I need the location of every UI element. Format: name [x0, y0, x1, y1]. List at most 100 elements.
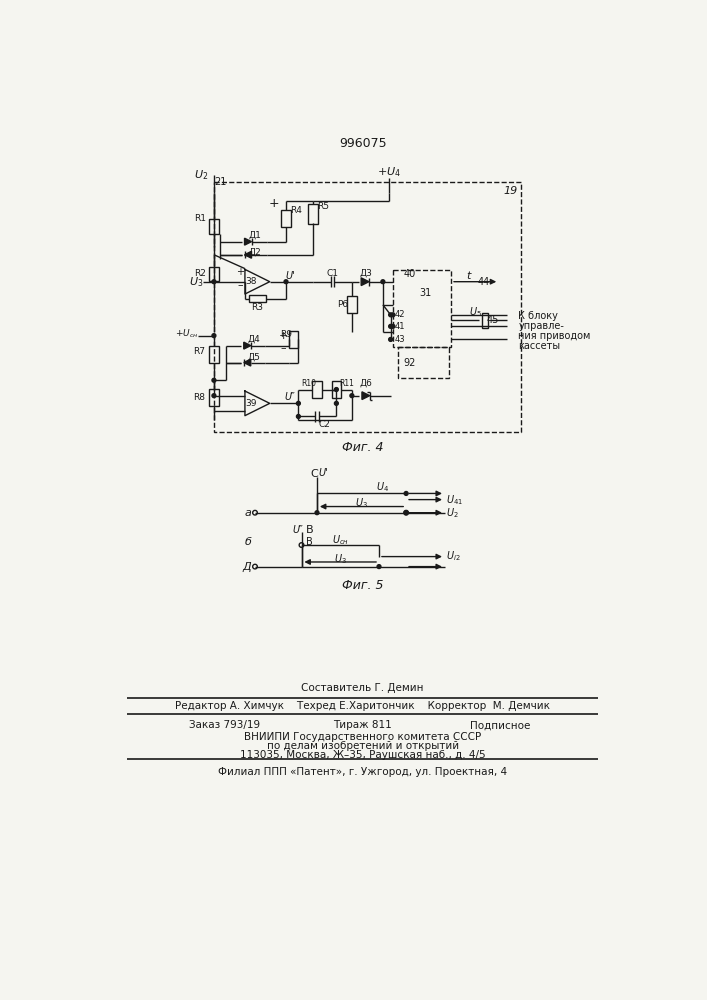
- Polygon shape: [362, 392, 370, 400]
- Bar: [209, 267, 218, 281]
- Bar: [209, 219, 218, 234]
- Circle shape: [212, 394, 216, 398]
- Text: $U_3$: $U_3$: [189, 275, 203, 289]
- Circle shape: [212, 378, 216, 382]
- Bar: [332, 381, 341, 398]
- Circle shape: [296, 415, 300, 418]
- Text: R9: R9: [280, 330, 292, 339]
- Text: –: –: [281, 343, 286, 353]
- Text: $U_5$: $U_5$: [469, 306, 482, 319]
- Text: б: б: [244, 537, 251, 547]
- Circle shape: [212, 280, 216, 284]
- Bar: [249, 295, 266, 302]
- Text: по делам изобретений и открытий: по делам изобретений и открытий: [267, 741, 459, 751]
- Circle shape: [381, 280, 385, 284]
- Polygon shape: [245, 238, 252, 245]
- Bar: [289, 331, 298, 348]
- Text: R7: R7: [192, 347, 204, 356]
- Text: U': U': [285, 271, 295, 281]
- Text: t: t: [466, 271, 470, 281]
- Text: a: a: [244, 508, 251, 518]
- Text: Д6: Д6: [359, 379, 373, 388]
- Text: 44: 44: [477, 277, 490, 287]
- Text: Д4: Д4: [247, 335, 260, 344]
- Circle shape: [212, 334, 216, 338]
- Bar: [308, 204, 317, 224]
- Text: 40: 40: [404, 269, 416, 279]
- Text: $+U_{сн}$: $+U_{сн}$: [175, 328, 199, 340]
- Text: кассеты: кассеты: [518, 341, 561, 351]
- Text: В: В: [305, 525, 313, 535]
- Text: Д: Д: [243, 562, 251, 572]
- Text: R11: R11: [339, 379, 354, 388]
- Text: К блоку: К блоку: [518, 311, 559, 321]
- Circle shape: [389, 338, 392, 341]
- Text: Подписное: Подписное: [469, 720, 530, 730]
- Text: 43: 43: [395, 335, 405, 344]
- Bar: [209, 346, 218, 363]
- Text: Фиг. 4: Фиг. 4: [342, 441, 383, 454]
- Text: 38: 38: [245, 277, 257, 286]
- Text: C1: C1: [327, 269, 339, 278]
- Polygon shape: [244, 342, 251, 349]
- Text: $U_3$: $U_3$: [334, 552, 346, 566]
- Circle shape: [315, 511, 319, 515]
- Polygon shape: [361, 278, 369, 286]
- Text: U″: U″: [284, 392, 296, 402]
- Text: 42: 42: [395, 310, 405, 319]
- Text: В: В: [306, 537, 312, 547]
- Text: Фиг. 5: Фиг. 5: [342, 579, 383, 592]
- Text: $U_3$: $U_3$: [355, 497, 368, 510]
- Bar: [312, 381, 322, 398]
- Text: Д1: Д1: [249, 231, 262, 240]
- Text: Д2: Д2: [249, 248, 262, 257]
- Text: R5: R5: [317, 202, 329, 211]
- Text: R3: R3: [251, 303, 263, 312]
- Text: Заказ 793/19: Заказ 793/19: [189, 720, 260, 730]
- Text: 39: 39: [245, 399, 257, 408]
- Text: $+U_4$: $+U_4$: [377, 165, 401, 179]
- Circle shape: [296, 401, 300, 405]
- Text: 92: 92: [404, 358, 416, 368]
- Bar: [482, 312, 489, 328]
- Polygon shape: [245, 251, 252, 258]
- Circle shape: [377, 565, 381, 569]
- Text: $U_{41}$: $U_{41}$: [446, 493, 464, 507]
- Text: 113035, Москва, Ж–35, Раушская наб., д. 4/5: 113035, Москва, Ж–35, Раушская наб., д. …: [240, 750, 486, 760]
- Text: R2: R2: [194, 269, 206, 278]
- Text: Р6: Р6: [337, 300, 348, 309]
- Circle shape: [404, 511, 408, 515]
- Circle shape: [350, 394, 354, 398]
- Circle shape: [334, 388, 339, 391]
- Text: ния приводом: ния приводом: [518, 331, 591, 341]
- Text: 21: 21: [214, 177, 226, 187]
- Text: R1: R1: [194, 214, 206, 223]
- Text: C: C: [311, 469, 319, 479]
- Text: $U_4$: $U_4$: [376, 480, 390, 494]
- Bar: [393, 270, 451, 347]
- Circle shape: [389, 313, 392, 317]
- Bar: [209, 389, 218, 406]
- Text: Д5: Д5: [247, 353, 260, 362]
- Circle shape: [334, 401, 339, 405]
- Text: +: +: [236, 267, 245, 277]
- Text: $U_{i2}$: $U_{i2}$: [446, 550, 461, 563]
- Text: 45: 45: [486, 315, 499, 325]
- Text: U': U': [318, 468, 328, 478]
- Text: R10: R10: [301, 379, 316, 388]
- Circle shape: [389, 324, 392, 328]
- Text: U″: U″: [292, 525, 303, 535]
- Text: Филиал ППП «Патент», г. Ужгород, ул. Проектная, 4: Филиал ППП «Патент», г. Ужгород, ул. Про…: [218, 767, 508, 777]
- Text: 31: 31: [419, 288, 432, 298]
- Bar: [214, 182, 521, 432]
- Text: $U_{сн}$: $U_{сн}$: [332, 534, 349, 547]
- Text: Тираж 811: Тираж 811: [333, 720, 392, 730]
- Text: R4: R4: [290, 206, 302, 215]
- Circle shape: [284, 280, 288, 284]
- Bar: [398, 347, 449, 378]
- Text: управле-: управле-: [518, 321, 564, 331]
- Text: +: +: [279, 331, 288, 341]
- Circle shape: [404, 492, 408, 495]
- Circle shape: [391, 313, 395, 317]
- Text: $U_2$: $U_2$: [446, 506, 459, 520]
